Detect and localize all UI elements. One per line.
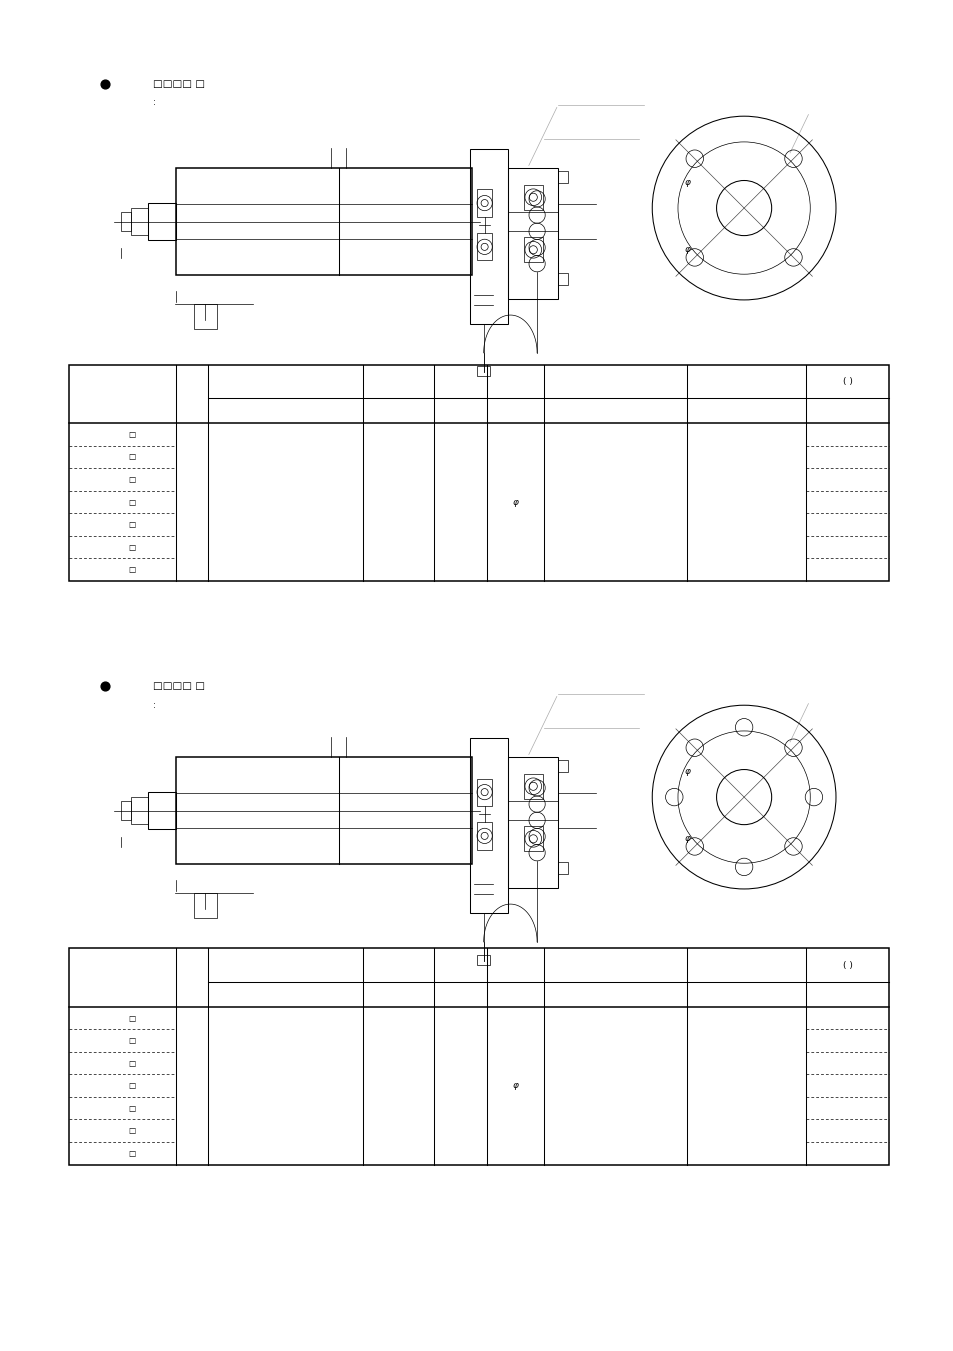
Bar xyxy=(558,862,567,874)
Bar xyxy=(558,172,567,182)
Bar xyxy=(131,208,148,235)
Text: □: □ xyxy=(129,476,135,484)
Bar xyxy=(476,234,492,261)
Text: φ: φ xyxy=(684,245,690,254)
Text: □: □ xyxy=(129,565,135,574)
Bar xyxy=(508,168,558,300)
Bar xyxy=(523,827,542,851)
Point xyxy=(97,676,112,697)
Text: □: □ xyxy=(129,453,135,462)
Text: ( ): ( ) xyxy=(841,961,852,970)
Text: □: □ xyxy=(129,1104,135,1113)
Bar xyxy=(69,948,888,1165)
Bar xyxy=(523,774,542,798)
Bar xyxy=(476,823,492,850)
Point xyxy=(97,73,112,95)
Bar xyxy=(508,757,558,889)
Bar xyxy=(193,893,216,917)
Text: :: : xyxy=(152,701,155,709)
Bar xyxy=(176,168,472,276)
Text: □: □ xyxy=(129,1081,135,1090)
Bar xyxy=(148,792,176,830)
Text: □: □ xyxy=(129,1148,135,1158)
Bar xyxy=(176,757,472,865)
Text: □□□□ □: □□□□ □ xyxy=(152,681,205,692)
Text: □: □ xyxy=(129,1036,135,1046)
Bar xyxy=(558,761,567,771)
Text: φ: φ xyxy=(512,497,517,507)
Text: □: □ xyxy=(129,543,135,551)
Bar xyxy=(476,955,490,966)
Text: □: □ xyxy=(129,1059,135,1067)
Text: φ: φ xyxy=(512,1081,517,1090)
Text: □: □ xyxy=(129,430,135,439)
Text: □: □ xyxy=(129,497,135,507)
Bar xyxy=(470,738,508,913)
Bar xyxy=(558,273,567,285)
Text: φ: φ xyxy=(684,834,690,843)
Text: ( ): ( ) xyxy=(841,377,852,386)
Bar xyxy=(148,203,176,240)
Bar xyxy=(476,778,492,805)
Bar xyxy=(131,797,148,824)
Bar xyxy=(121,801,131,820)
Bar xyxy=(523,238,542,262)
Bar xyxy=(470,149,508,324)
Bar xyxy=(193,304,216,328)
Text: φ: φ xyxy=(684,178,690,186)
Text: □: □ xyxy=(129,1013,135,1023)
Text: □□□□ □: □□□□ □ xyxy=(152,80,205,89)
Bar xyxy=(476,189,492,216)
Bar xyxy=(523,185,542,209)
Text: :: : xyxy=(152,99,155,107)
Text: □: □ xyxy=(129,1127,135,1135)
Text: □: □ xyxy=(129,520,135,530)
Bar xyxy=(476,366,490,377)
Text: φ: φ xyxy=(684,767,690,775)
Bar xyxy=(69,365,888,581)
Bar xyxy=(121,212,131,231)
